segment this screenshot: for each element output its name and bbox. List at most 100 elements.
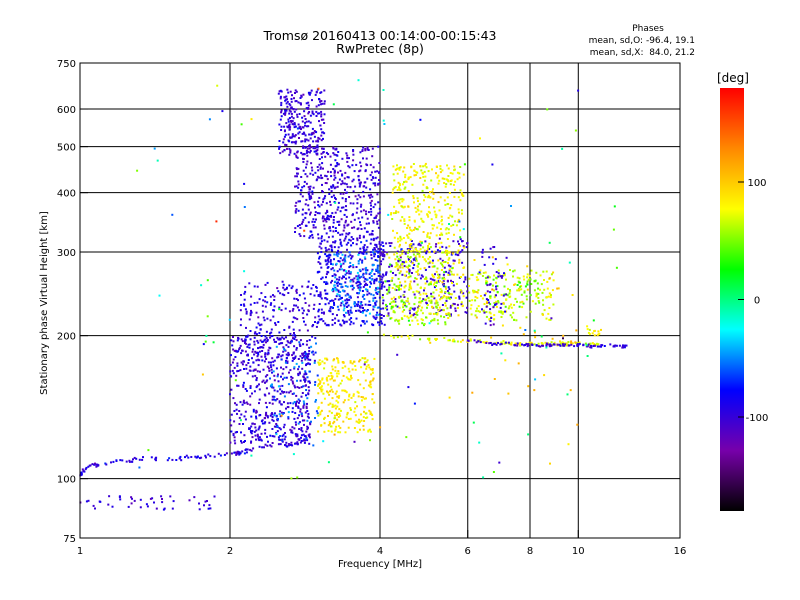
echo-points	[79, 79, 628, 511]
echo-point	[287, 292, 290, 294]
echo-point	[289, 402, 292, 405]
echo-point	[344, 390, 347, 393]
echo-point	[362, 396, 365, 399]
echo-point	[405, 270, 408, 273]
echo-point	[300, 427, 303, 429]
echo-point	[447, 339, 450, 342]
echo-point	[374, 182, 377, 185]
echo-point	[285, 391, 288, 394]
echo-point	[359, 224, 362, 227]
echo-point	[274, 322, 277, 325]
echo-point	[336, 251, 338, 254]
echo-point	[313, 294, 316, 297]
echo-point	[377, 321, 380, 324]
echo-point	[357, 391, 360, 394]
echo-point	[306, 428, 309, 431]
echo-point	[308, 151, 311, 154]
echo-point	[238, 410, 241, 412]
echo-point	[343, 257, 346, 260]
echo-point	[285, 353, 288, 356]
echo-point	[318, 245, 321, 248]
echo-point	[530, 343, 533, 346]
echo-point	[366, 217, 369, 220]
echo-point	[393, 283, 396, 286]
echo-point	[424, 240, 427, 243]
echo-point	[495, 294, 497, 297]
echo-point	[474, 299, 477, 302]
echo-point	[323, 132, 326, 135]
echo-point	[349, 417, 352, 420]
echo-point	[285, 366, 288, 369]
echo-point	[333, 169, 336, 172]
echo-point	[466, 242, 469, 244]
echo-point	[309, 363, 311, 366]
echo-point	[350, 396, 353, 399]
echo-point	[352, 280, 355, 283]
echo-point	[342, 314, 345, 316]
echo-point	[244, 308, 247, 311]
echo-point	[320, 174, 322, 177]
echo-point	[312, 147, 315, 150]
echo-point	[329, 425, 332, 428]
echo-point	[201, 373, 204, 376]
echo-point	[439, 257, 442, 260]
echo-point	[362, 185, 365, 188]
echo-point	[475, 316, 478, 319]
echo-point	[459, 250, 462, 253]
echo-point	[382, 315, 385, 317]
echo-point	[289, 149, 292, 152]
echo-point	[439, 291, 442, 293]
echo-point	[363, 298, 366, 300]
echo-point	[592, 345, 595, 347]
echo-point	[431, 262, 434, 265]
echo-point	[376, 293, 379, 295]
echo-point	[290, 121, 293, 124]
echo-point	[373, 252, 376, 255]
echo-point	[332, 287, 334, 290]
echo-point	[377, 255, 380, 258]
echo-point	[245, 335, 247, 338]
echo-point	[309, 185, 312, 188]
echo-point	[153, 147, 156, 150]
echo-point	[377, 201, 380, 204]
echo-point	[321, 217, 324, 220]
echo-point	[281, 413, 284, 415]
echo-point	[319, 291, 322, 294]
echo-point	[305, 198, 308, 201]
echo-point	[477, 272, 480, 275]
echo-point	[360, 324, 362, 327]
echo-point	[489, 295, 492, 298]
echo-point	[325, 324, 328, 327]
echo-point	[337, 396, 340, 399]
echo-point	[204, 340, 207, 343]
echo-point	[413, 280, 416, 283]
echo-point	[495, 343, 498, 346]
echo-point	[357, 262, 360, 265]
echo-point	[276, 398, 279, 401]
echo-point	[358, 268, 361, 271]
echo-point	[353, 440, 356, 443]
echo-point	[336, 255, 339, 258]
echo-point	[455, 224, 458, 227]
echo-point	[348, 393, 351, 396]
echo-point	[372, 315, 375, 318]
echo-point	[325, 220, 328, 223]
echo-point	[236, 362, 239, 365]
echo-point	[359, 169, 362, 172]
echo-point	[480, 295, 482, 297]
echo-point	[339, 291, 342, 293]
echo-point	[322, 200, 324, 203]
echo-point	[432, 259, 434, 262]
echo-point	[419, 293, 422, 296]
echo-point	[261, 304, 264, 307]
echo-point	[171, 213, 174, 216]
echo-point	[445, 246, 448, 249]
echo-point	[289, 332, 292, 335]
echo-point	[318, 303, 321, 305]
echo-point	[381, 273, 384, 276]
echo-point	[600, 344, 603, 347]
echo-point	[317, 87, 320, 90]
echo-point	[296, 379, 298, 382]
echo-point	[346, 185, 349, 188]
echo-point	[264, 355, 267, 358]
